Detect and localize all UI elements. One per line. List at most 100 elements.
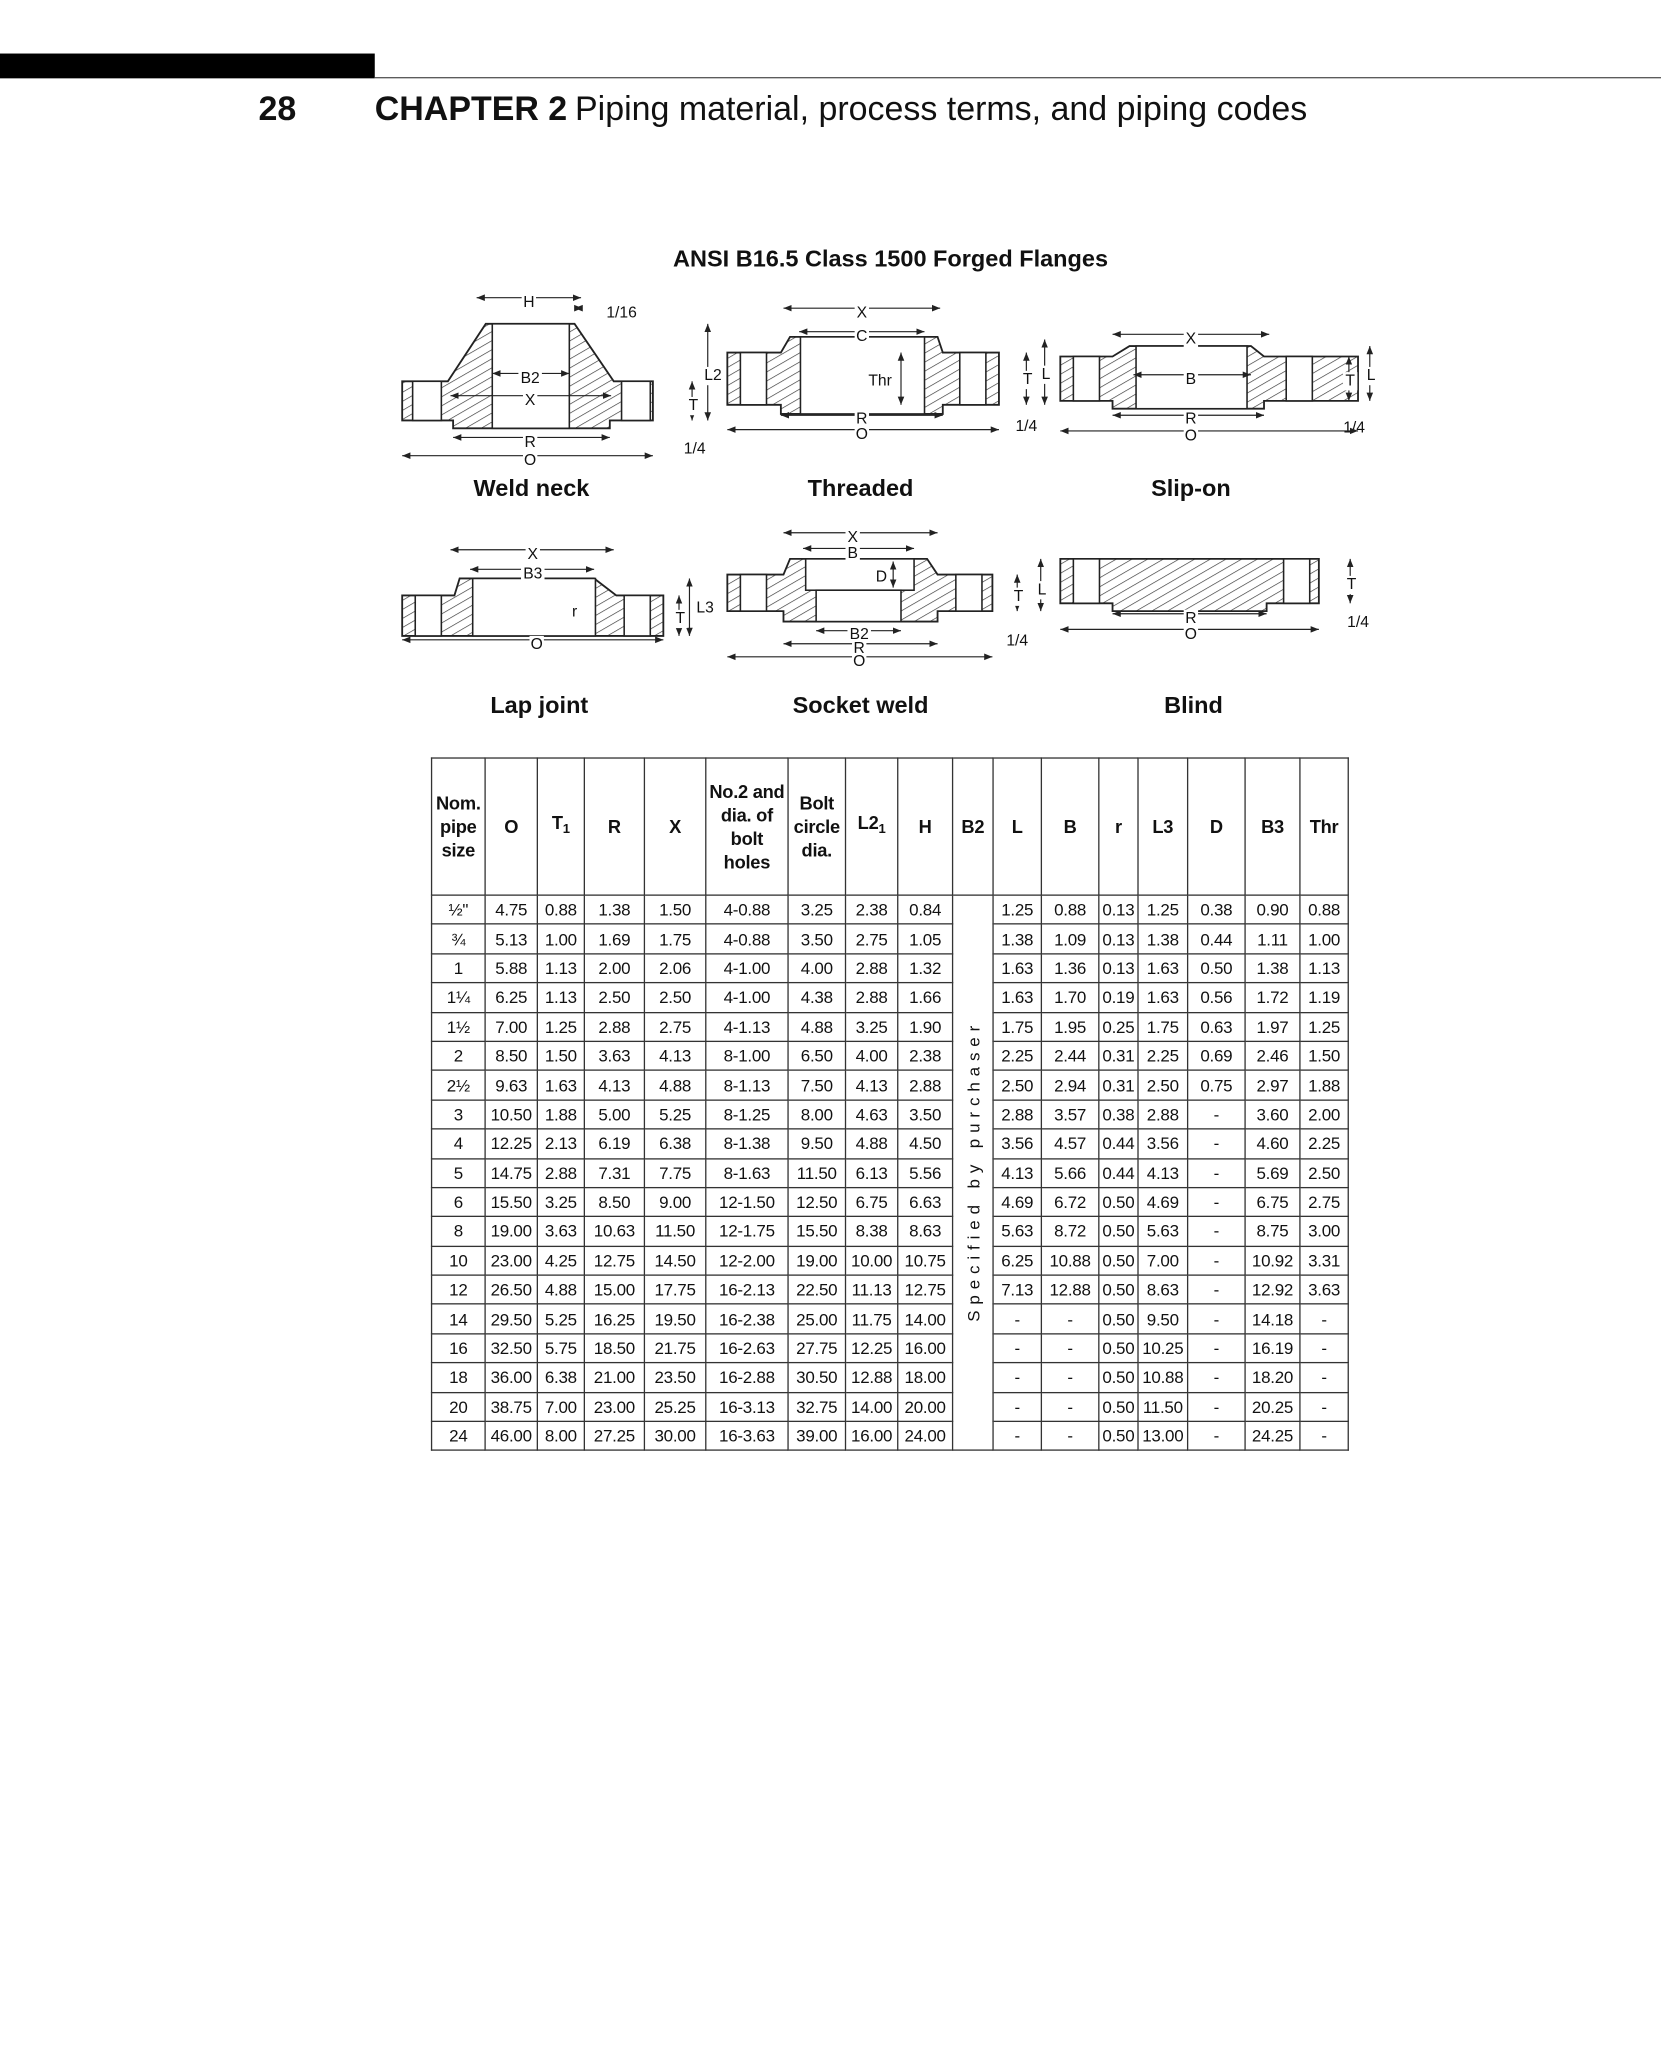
- table-cell: 6.19: [583, 1128, 646, 1159]
- threaded-drawing: XC Thr T L 1/4 RO: [726, 304, 1054, 444]
- dimension-label: L2: [704, 367, 721, 384]
- table-cell: 15.50: [787, 1216, 847, 1247]
- table-cell: 10.63: [583, 1216, 646, 1247]
- dimension-label: C: [856, 328, 867, 345]
- column-header: B3: [1244, 757, 1301, 896]
- table-row: 1½ 7.00 1.25 2.88 2.75 4-1.13 4.88 3.25 1.90 1.75…: [430, 1011, 1349, 1042]
- table-cell: 2.75: [844, 923, 899, 955]
- table-cell: 2.00: [1299, 1099, 1349, 1130]
- table-cell: 18.50: [583, 1333, 646, 1364]
- dimension-label: 1/4: [1347, 614, 1369, 631]
- table-cell: -: [1299, 1420, 1349, 1452]
- table-cell: 8-1.00: [705, 1040, 789, 1072]
- table-cell: 8-1.38: [705, 1128, 789, 1159]
- dimension-label: X: [528, 546, 539, 563]
- table-cell: 2.88: [1137, 1099, 1189, 1130]
- table-cell: 0.50: [1098, 1303, 1139, 1335]
- table-cell: 11.50: [1137, 1391, 1189, 1423]
- table-cell: 23.00: [583, 1391, 646, 1423]
- table-cell: 6.38: [536, 1362, 585, 1393]
- table-cell: 2.88: [536, 1157, 585, 1189]
- table-cell: 1.72: [1244, 982, 1301, 1013]
- table-cell: -: [1186, 1333, 1246, 1364]
- header-subscript: 1: [878, 822, 886, 838]
- bore-or-bolt-hole: [1285, 355, 1314, 402]
- table-cell: 1.38: [583, 894, 646, 926]
- table-cell: 5.63: [1137, 1216, 1189, 1247]
- dimension-label: R: [1185, 610, 1196, 627]
- table-cell: 20.25: [1244, 1391, 1301, 1423]
- table-cell: 6.72: [1040, 1186, 1100, 1218]
- table-cell: 18.00: [897, 1362, 954, 1393]
- table-cell: 5.69: [1244, 1157, 1301, 1189]
- bore-or-bolt-hole: [623, 594, 652, 637]
- table-cell: 14.50: [643, 1245, 707, 1276]
- table-cell: 0.69: [1186, 1040, 1246, 1072]
- header-text: Thr: [1309, 816, 1339, 838]
- table-cell: 12.25: [844, 1333, 899, 1364]
- table-cell: 10.75: [897, 1245, 954, 1276]
- table-cell: 15.50: [484, 1186, 538, 1218]
- header-text: X: [669, 816, 682, 838]
- table-row: 3 10.50 1.88 5.00 5.25 8-1.25 8.00 4.63 3.50 2.88…: [430, 1099, 1349, 1130]
- table-cell: 4: [430, 1128, 486, 1159]
- table-cell: 2½: [430, 1069, 486, 1101]
- bore-or-bolt-hole: [414, 594, 443, 637]
- table-cell: 8.50: [583, 1186, 646, 1218]
- header-rule: [374, 77, 1661, 79]
- dimension-label: H: [523, 294, 534, 311]
- table-cell: 1.69: [583, 923, 646, 955]
- table-cell: 0.75: [1186, 1069, 1246, 1101]
- table-cell: 14: [430, 1303, 486, 1335]
- header-text: B2: [961, 816, 985, 838]
- table-row: 18 36.00 6.38 21.00 23.50 16-2.88 30.50 12.88 18…: [430, 1362, 1349, 1393]
- table-cell: 3.25: [536, 1186, 585, 1218]
- caption-blind: Blind: [1164, 692, 1223, 719]
- dimension-label: O: [1185, 626, 1197, 643]
- table-cell: 4.50: [897, 1128, 954, 1159]
- bore-or-bolt-hole: [411, 380, 443, 422]
- table-cell: 20.00: [897, 1391, 954, 1423]
- table-cell: 7.50: [787, 1069, 847, 1101]
- bore-or-bolt-hole: [1072, 355, 1101, 402]
- column-header: L: [992, 757, 1043, 896]
- table-cell: 1: [430, 952, 486, 984]
- table-cell: -: [1186, 1216, 1246, 1247]
- table-cell: 4-1.13: [705, 1011, 789, 1042]
- table-cell: 0.44: [1098, 1128, 1139, 1159]
- table-cell: 3.50: [787, 923, 847, 955]
- table-cell: 8-1.63: [705, 1157, 789, 1189]
- table-cell: 12-1.75: [705, 1216, 789, 1247]
- table-cell: 4-1.00: [705, 952, 789, 984]
- table-cell: 4.38: [787, 982, 847, 1013]
- table-cell: 25.00: [787, 1303, 847, 1335]
- table-cell: 2.50: [643, 982, 707, 1013]
- table-cell: 6.75: [1244, 1186, 1301, 1218]
- table-cell: 12.88: [844, 1362, 899, 1393]
- table-cell: 11.13: [844, 1274, 899, 1306]
- table-cell: 3.63: [583, 1040, 646, 1072]
- column-header: Thr: [1299, 757, 1349, 896]
- table-cell: 4.13: [844, 1069, 899, 1101]
- table-cell: 5.13: [484, 923, 538, 955]
- table-cell: 0.90: [1244, 894, 1301, 926]
- table-cell: 3.56: [992, 1128, 1043, 1159]
- table-cell: 0.13: [1098, 923, 1139, 955]
- table-cell: -: [992, 1333, 1043, 1364]
- table-cell: 6.63: [897, 1186, 954, 1218]
- column-header: T1: [536, 757, 585, 896]
- table-cell: 0.50: [1098, 1333, 1139, 1364]
- table-cell: 16.25: [583, 1303, 646, 1335]
- dimension-label: X: [525, 392, 536, 409]
- table-cell: 1.13: [536, 982, 585, 1013]
- table-cell: -: [1040, 1391, 1100, 1423]
- dimension-label: T: [1014, 588, 1024, 605]
- dimension-label: X: [857, 305, 868, 322]
- table-cell: -: [992, 1420, 1043, 1452]
- dimension-label: X: [847, 529, 858, 546]
- table-cell: 1.25: [992, 894, 1043, 926]
- table-cell: 9.00: [643, 1186, 707, 1218]
- dimension-label: 1/16: [606, 305, 637, 322]
- table-cell: 1.97: [1244, 1011, 1301, 1042]
- dimension-label: 1/4: [1015, 418, 1037, 435]
